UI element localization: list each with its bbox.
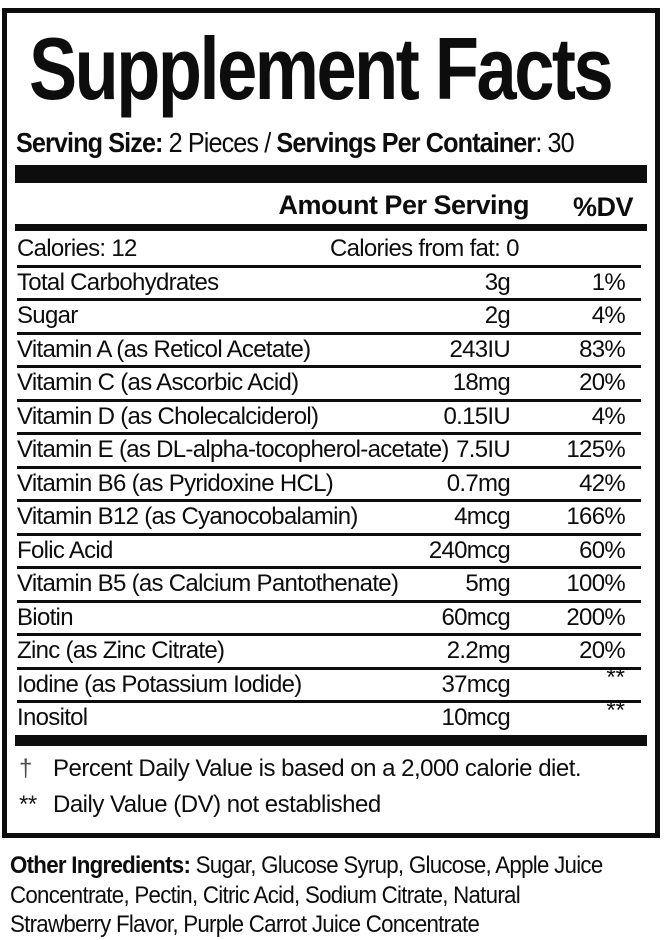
nutrient-amount: 243IU [449,335,510,363]
table-header: Amount Per Serving %DV [17,190,641,222]
nutrient-name: Sugar [17,302,78,329]
footnote-not-established-text: Daily Value (DV) not established [53,791,381,818]
nutrient-row: Vitamin B5 (as Calcium Pantothenate) 5mg… [17,569,641,603]
other-ingredients-label: Other Ingredients: [10,852,191,879]
nutrient-name: Vitamin B6 (as Pyridoxine HCL) [17,469,334,497]
nutrient-row: Vitamin E (as DL-alpha-tocopherol-acetat… [17,435,641,469]
nutrient-amount: 0.7mg [446,469,511,497]
nutrient-amount: 60mcg [441,603,510,631]
nutrient-name: Total Carbohydrates [17,268,219,296]
nutrient-daily-value: 166% [566,503,625,530]
nutrient-amount: 0.15IU [443,402,510,430]
dagger-icon: † [19,755,32,782]
nutrient-amount: 37mcg [441,670,510,698]
other-ingredients-line-1: Other Ingredients: Sugar, Glucose Syrup,… [10,851,665,881]
nutrient-row: Vitamin B6 (as Pyridoxine HCL) 0.7mg 42% [17,469,641,502]
calories-from-fat-label: Calories from fat: 0 [330,235,519,262]
nutrient-daily-value: 4% [591,302,626,329]
nutrient-daily-value: 125% [566,436,625,463]
serving-size-line: Serving Size: 2 Pieces / Servings Per Co… [16,127,575,159]
nutrient-name: Vitamin C (as Ascorbic Acid) [17,369,299,396]
label-border-box: Supplement Facts Serving Size: 2 Pieces … [2,8,660,838]
nutrient-row: Inositol 10mcg ** [17,697,641,734]
servings-per-container-label: Servings Per Container [276,127,536,158]
nutrient-name: Zinc (as Zinc Citrate) [17,637,225,664]
nutrient-row: Biotin 60mcg 200% [17,603,641,636]
double-asterisk-icon: ** [19,791,37,818]
label-title: Supplement Facts [29,19,614,118]
footnote-daily-value-text: Percent Daily Value is based on a 2,000 … [53,755,582,782]
nutrient-amount: 10mcg [441,704,510,731]
nutrient-name: Folic Acid [17,536,113,564]
nutrient-amount: 3g [484,268,511,296]
other-ingredients: Other Ingredients: Sugar, Glucose Syrup,… [10,851,665,940]
footnote-daily-value: † Percent Daily Value is based on a 2,000… [19,755,582,783]
nutrient-daily-value: 83% [579,335,626,363]
nutrient-name: Biotin [17,603,74,631]
divider-thick-top [15,165,647,183]
nutrient-daily-value: 4% [591,402,626,430]
nutrient-row: Vitamin A (as Reticol Acetate) 243IU 83% [17,335,641,368]
calories-label: Calories: 12 [17,235,137,262]
nutrient-table: Calories: 12 Calories from fat: 0 Total … [17,234,641,734]
servings-per-container-value: : 30 [535,127,574,158]
divider-thick-bottom [15,735,647,746]
nutrient-name: Inositol [17,704,88,731]
percent-dv-header: %DV [572,192,634,222]
nutrient-amount: 4mcg [454,503,511,530]
other-ingredients-line-1-text: Sugar, Glucose Syrup, Glucose, Apple Jui… [190,852,604,879]
nutrient-amount: 7.5IU [456,436,511,463]
nutrient-row: Zinc (as Zinc Citrate) 2.2mg 20% [17,636,641,670]
nutrient-amount: 2g [484,302,511,329]
nutrient-daily-value: ** [606,697,625,724]
nutrient-name: Vitamin D (as Cholecalciderol) [17,402,319,430]
serving-size-value: 2 Pieces / [162,127,277,158]
other-ingredients-line-2: Concentrate, Pectin, Citric Acid, Sodium… [10,881,521,909]
nutrient-daily-value: 20% [579,369,626,396]
nutrient-name: Vitamin B12 (as Cyanocobalamin) [17,503,358,530]
nutrient-daily-value: 200% [566,603,625,631]
calories-row: Calories: 12 Calories from fat: 0 [17,234,641,268]
nutrient-row: Total Carbohydrates 3g 1% [17,268,641,301]
other-ingredients-line-3: Strawberry Flavor, Purple Carrot Juice C… [10,911,480,938]
nutrient-daily-value: 42% [579,469,626,497]
nutrient-row: Vitamin C (as Ascorbic Acid) 18mg 20% [17,368,641,402]
nutrient-amount: 18mg [452,369,511,396]
nutrient-row: Vitamin D (as Cholecalciderol) 0.15IU 4% [17,402,641,435]
nutrient-name: Vitamin B5 (as Calcium Pantothenate) [17,570,399,597]
nutrient-row: Iodine (as Potassium Iodide) 37mcg ** [17,664,641,703]
nutrient-daily-value: 60% [579,536,626,564]
nutrient-name: Iodine (as Potassium Iodide) [17,670,302,698]
nutrient-amount: 5mg [465,570,510,597]
nutrient-daily-value: 1% [591,268,626,296]
nutrient-amount: 240mcg [428,536,511,564]
divider-header [15,224,647,231]
nutrient-row: Sugar 2g 4% [17,301,641,335]
nutrient-daily-value: 100% [566,570,625,597]
footnote-not-established: ** Daily Value (DV) not established [19,791,381,819]
nutrient-name: Vitamin E (as DL-alpha-tocopherol-acetat… [17,436,449,463]
nutrient-name: Vitamin A (as Reticol Acetate) [17,335,311,363]
nutrient-daily-value: 20% [579,637,626,664]
nutrient-row: Folic Acid 240mcg 60% [17,536,641,569]
nutrient-row: Vitamin B12 (as Cyanocobalamin) 4mcg 166… [17,502,641,536]
amount-per-serving-header: Amount Per Serving [278,190,529,220]
serving-size-label: Serving Size: [16,127,163,158]
nutrient-amount: 2.2mg [446,637,511,664]
nutrient-daily-value: ** [606,663,625,691]
